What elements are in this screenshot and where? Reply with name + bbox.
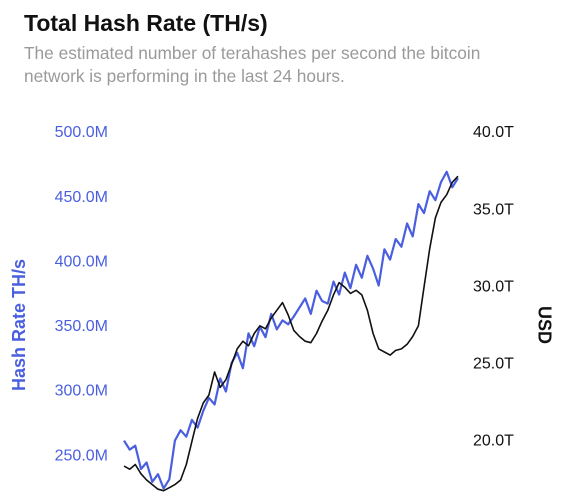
y2-axis-title: USD [534,306,554,344]
y2-tick-label: 30.0T [473,278,514,295]
y-tick-label: 250.0M [55,447,108,464]
y-axis-title: Hash Rate TH/s [9,259,29,391]
y-tick-label: 350.0M [55,318,108,335]
y2-tick-label: 40.0T [473,124,514,141]
chart-title: Total Hash Rate (TH/s) [24,10,268,36]
y2-tick-label: 35.0T [473,201,514,218]
chart-subtitle: The estimated number of terahashes per s… [24,43,481,86]
y-tick-label: 400.0M [55,253,108,270]
y-tick-label: 300.0M [55,383,108,400]
y2-tick-label: 25.0T [473,356,514,373]
y2-tick-label: 20.0T [473,433,514,450]
line [123,175,459,492]
y-tick-label: 450.0M [55,189,108,206]
y-tick-label: 500.0M [55,124,108,141]
line [123,170,459,490]
